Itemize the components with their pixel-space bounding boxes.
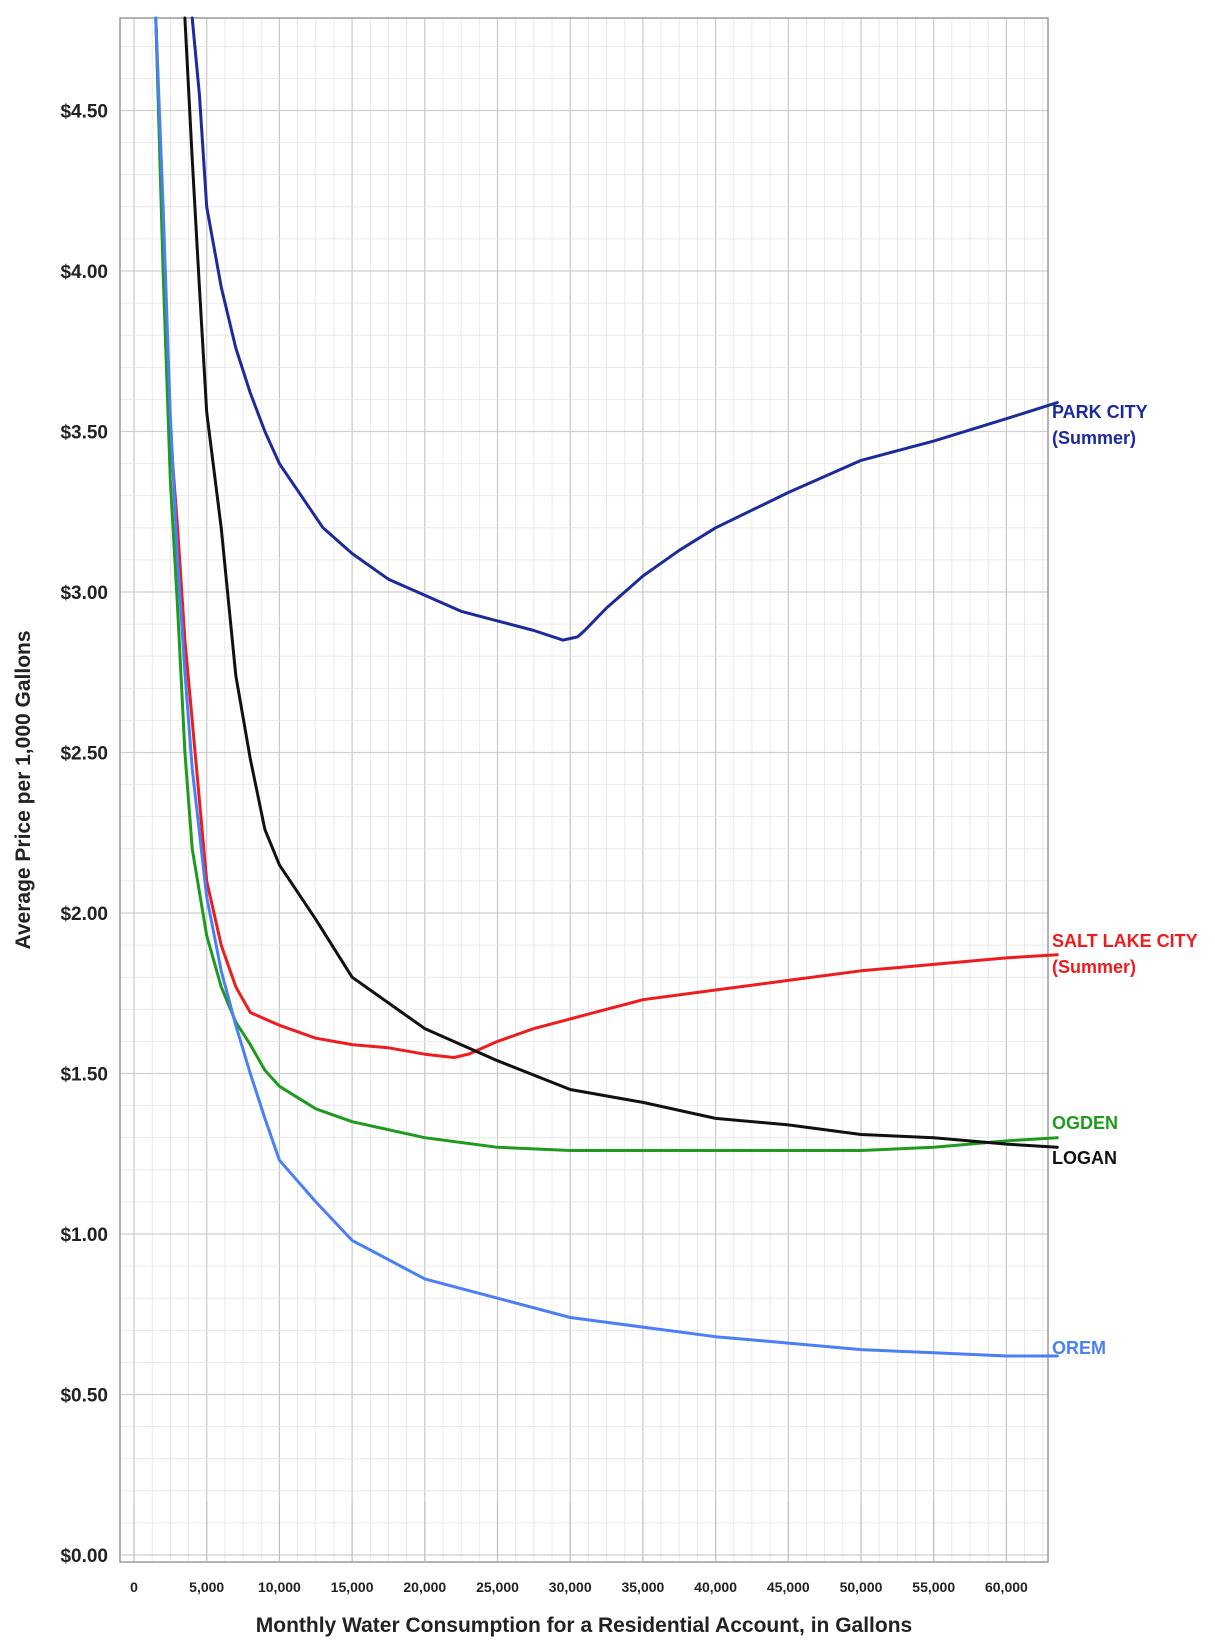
y-tick-label: $3.00 [60, 583, 108, 604]
series-label-logan: LOGAN [1052, 1148, 1117, 1168]
y-tick-label: $2.00 [60, 904, 108, 925]
y-axis-title: Average Price per 1,000 Gallons [12, 630, 35, 949]
y-tick-label: $4.50 [60, 102, 108, 123]
series-label-park-city-season: (Summer) [1052, 428, 1136, 448]
y-axis-ticks: $0.00 $0.50 $1.00 $1.50 $2.00 $2.50 $3.00 $3.50… [60, 102, 108, 1568]
x-tick-label: 45,000 [767, 1579, 810, 1595]
x-tick-label: 5,000 [189, 1579, 224, 1595]
x-tick-label: 30,000 [549, 1579, 592, 1595]
series-line-salt-lake-city [154, 16, 1059, 1059]
series-label-ogden: OGDEN [1052, 1113, 1118, 1133]
x-tick-label: 20,000 [403, 1579, 446, 1595]
x-tick-label: 60,000 [985, 1579, 1028, 1595]
x-tick-label: 40,000 [694, 1579, 737, 1595]
series-line-ogden [154, 16, 1059, 1152]
y-tick-label: $2.50 [60, 744, 108, 765]
series-labels: PARK CITY (Summer) SALT LAKE CITY (Summer) O… [1052, 402, 1198, 1358]
series-lines [154, 16, 1059, 1358]
series-label-salt-lake-city-season: (Summer) [1052, 957, 1136, 977]
series-line-logan [183, 16, 1059, 1149]
x-tick-label: 50,000 [840, 1579, 883, 1595]
x-tick-label: 10,000 [258, 1579, 301, 1595]
series-label-orem: OREM [1052, 1338, 1106, 1358]
series-label-salt-lake-city: SALT LAKE CITY [1052, 931, 1198, 951]
x-tick-label: 0 [130, 1579, 138, 1595]
y-tick-label: $3.50 [60, 423, 108, 444]
series-label-park-city: PARK CITY [1052, 402, 1148, 422]
series-line-orem [154, 16, 1059, 1358]
y-tick-label: $4.00 [60, 262, 108, 283]
x-axis-ticks: 0 5,000 10,000 15,000 20,000 25,000 30,000 35,0… [130, 1502, 1028, 1595]
grid [120, 18, 1048, 1562]
plot-frame [119, 17, 1049, 1563]
x-tick-label: 35,000 [621, 1579, 664, 1595]
y-tick-label: $1.00 [60, 1225, 108, 1246]
x-tick-label: 25,000 [476, 1579, 519, 1595]
x-tick-label: 15,000 [331, 1579, 374, 1595]
series-line-park-city [190, 16, 1059, 642]
y-tick-label: $0.00 [60, 1546, 108, 1567]
y-tick-label: $0.50 [60, 1386, 108, 1407]
y-tick-label: $1.50 [60, 1065, 108, 1086]
x-axis-title: Monthly Water Consumption for a Resident… [256, 1614, 912, 1637]
x-tick-label: 55,000 [912, 1579, 955, 1595]
